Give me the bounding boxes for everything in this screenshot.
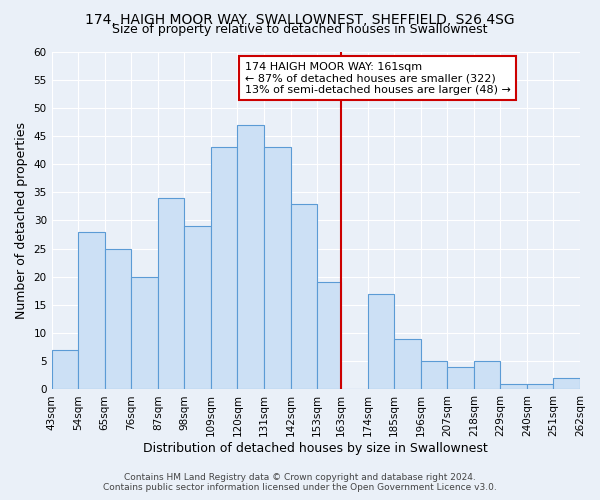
Bar: [368, 294, 394, 390]
Bar: [238, 124, 264, 390]
X-axis label: Distribution of detached houses by size in Swallownest: Distribution of detached houses by size …: [143, 442, 488, 455]
Bar: [448, 367, 474, 390]
Text: Contains HM Land Registry data © Crown copyright and database right 2024.
Contai: Contains HM Land Registry data © Crown c…: [103, 473, 497, 492]
Bar: [78, 232, 105, 390]
Bar: [317, 282, 341, 390]
Bar: [421, 362, 448, 390]
Text: 174 HAIGH MOOR WAY: 161sqm
← 87% of detached houses are smaller (322)
13% of sem: 174 HAIGH MOOR WAY: 161sqm ← 87% of deta…: [245, 62, 511, 95]
Bar: [500, 384, 527, 390]
Y-axis label: Number of detached properties: Number of detached properties: [15, 122, 28, 319]
Bar: [290, 204, 317, 390]
Bar: [394, 339, 421, 390]
Bar: [553, 378, 580, 390]
Bar: [131, 277, 158, 390]
Text: 174, HAIGH MOOR WAY, SWALLOWNEST, SHEFFIELD, S26 4SG: 174, HAIGH MOOR WAY, SWALLOWNEST, SHEFFI…: [85, 12, 515, 26]
Text: Size of property relative to detached houses in Swallownest: Size of property relative to detached ho…: [112, 22, 488, 36]
Bar: [184, 226, 211, 390]
Bar: [105, 248, 131, 390]
Bar: [527, 384, 553, 390]
Bar: [264, 148, 290, 390]
Bar: [211, 148, 238, 390]
Bar: [52, 350, 78, 390]
Bar: [158, 198, 184, 390]
Bar: [474, 362, 500, 390]
